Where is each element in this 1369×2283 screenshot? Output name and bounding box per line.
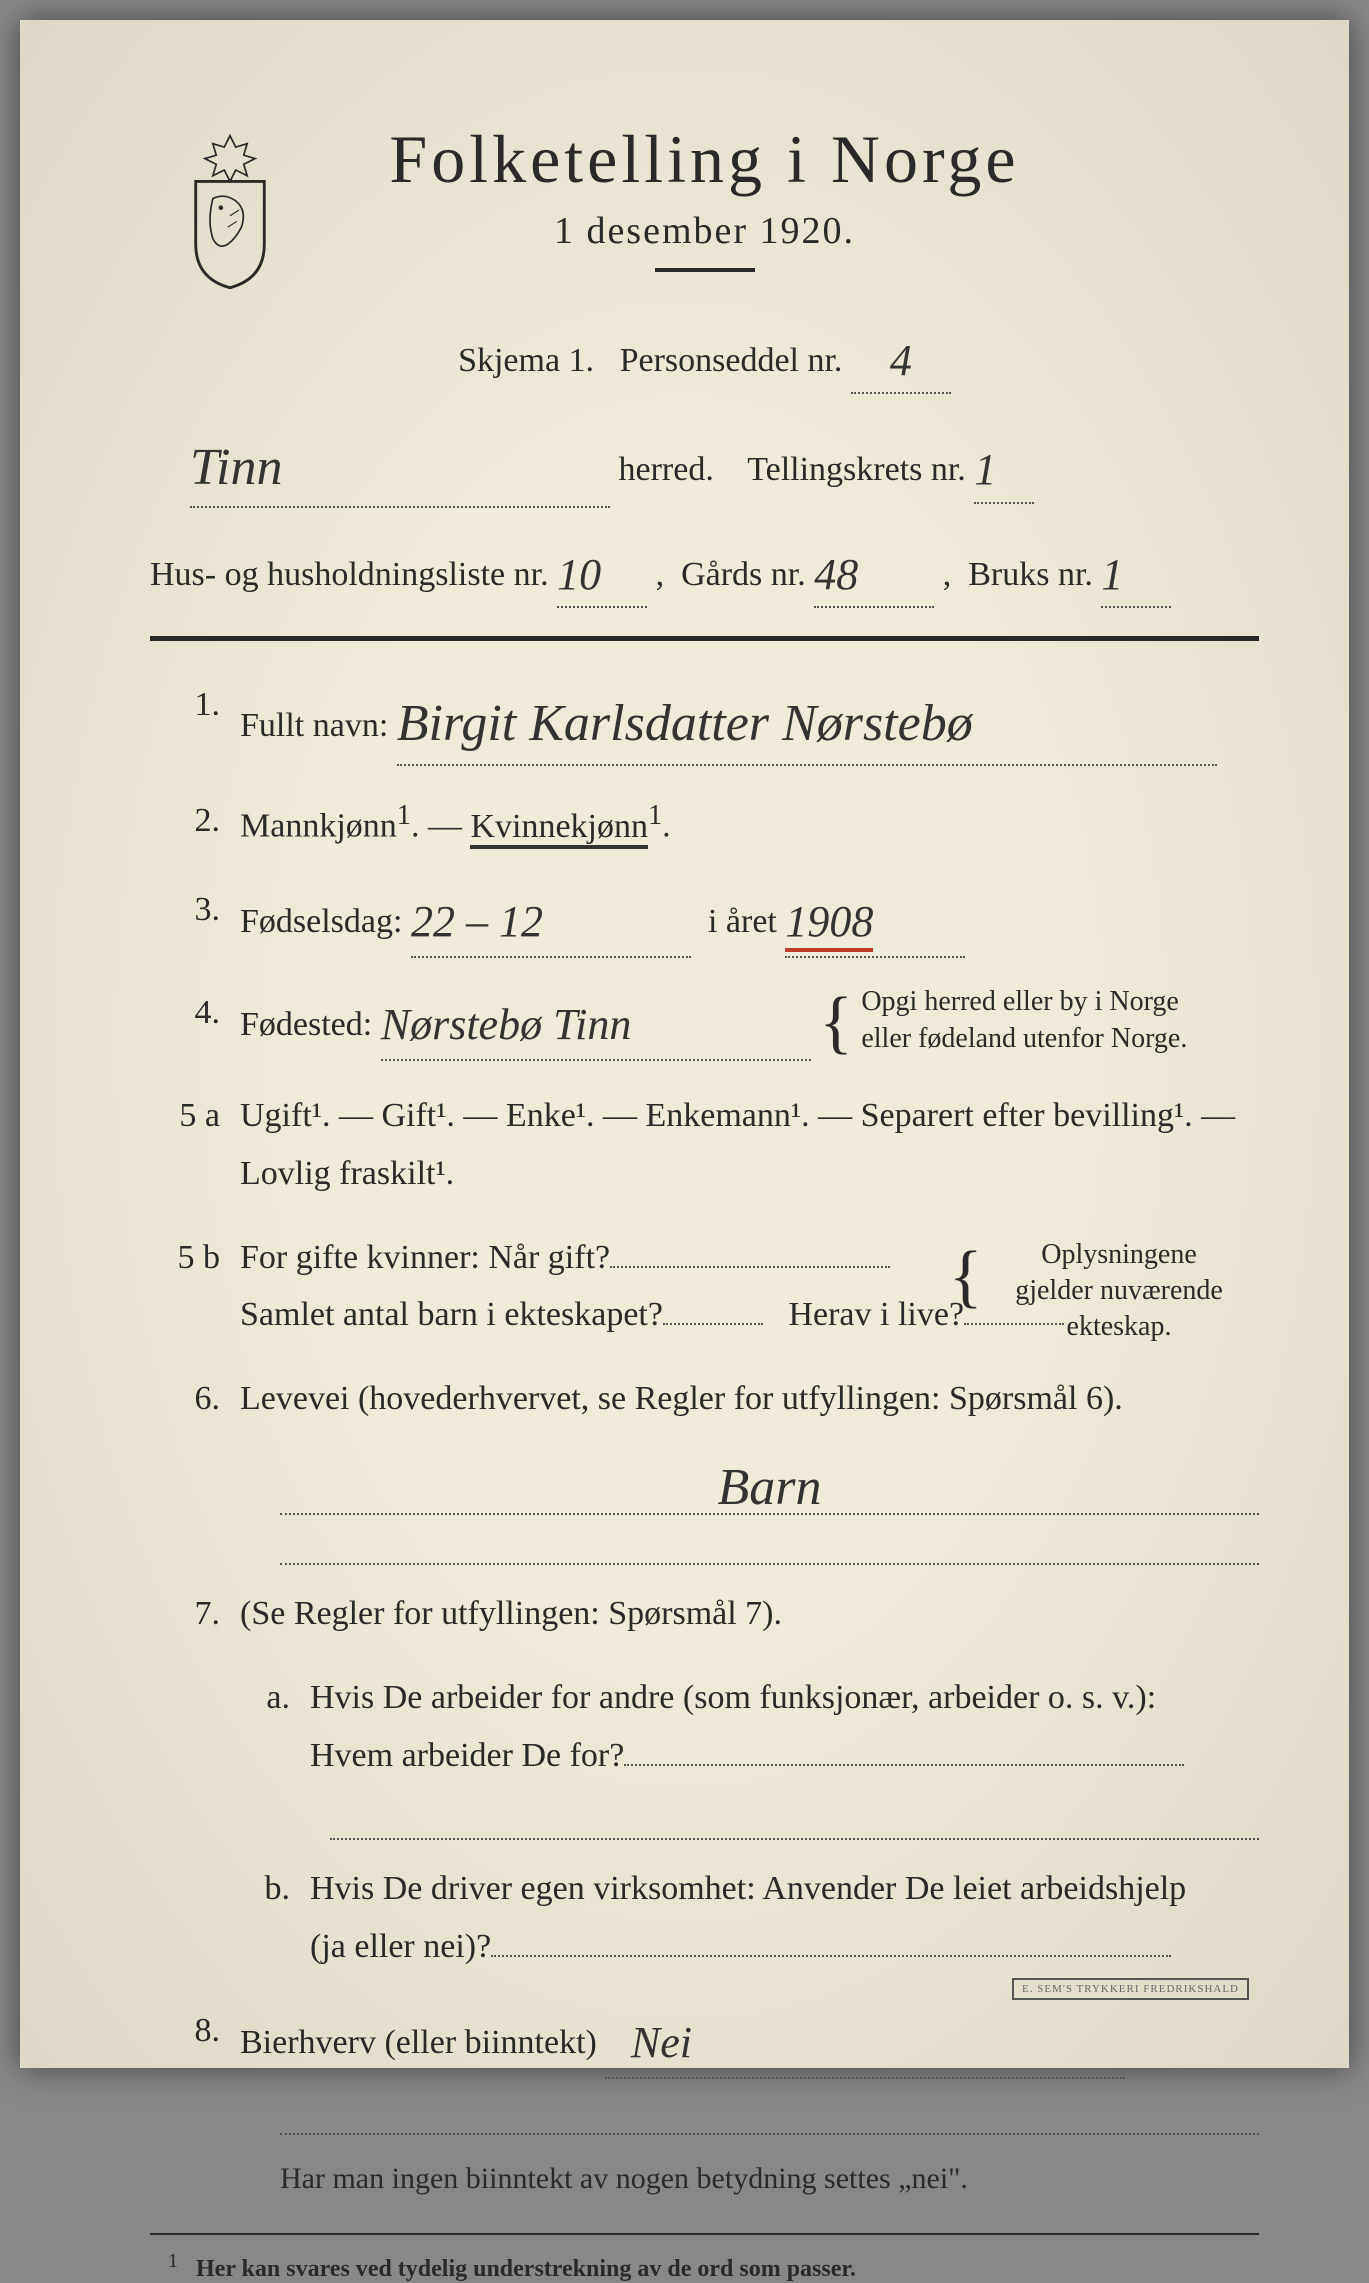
q5b-line2b: Herav i live? [788, 1296, 964, 1333]
herred-line: Tinn herred. Tellingskrets nr. 1 [150, 422, 1259, 507]
q3-year-label: i året [708, 903, 777, 940]
skjema-line: Skjema 1. Personseddel nr. 4 [150, 322, 1259, 394]
coat-of-arms-icon [170, 130, 290, 290]
title-rule [655, 268, 755, 272]
q1-label: Fullt navn: [240, 707, 388, 744]
footnote-rule [150, 2233, 1259, 2235]
q7-num: 7. [150, 1585, 220, 1643]
q2-sup1: 1 [397, 800, 411, 831]
skjema-label: Skjema 1. [458, 342, 594, 379]
q2-num: 2. [150, 792, 220, 855]
census-form-page: Folketelling i Norge 1 desember 1920. Sk… [20, 20, 1349, 2068]
q1-num: 1. [150, 676, 220, 766]
footnote-text: Her kan svares ved tydelig understreknin… [196, 2256, 856, 2282]
q5b-row: 5 b For gifte kvinner: Når gift? Samlet … [150, 1229, 1259, 1345]
husliste-line: Hus- og husholdningsliste nr. 10 , Gårds… [150, 536, 1259, 608]
q5a-num: 5 a [150, 1087, 220, 1203]
q1-row: 1. Fullt navn: Birgit Karlsdatter Nørste… [150, 676, 1259, 766]
q4-num: 4. [150, 984, 220, 1061]
q2-male: Mannkjønn [240, 808, 397, 845]
bottom-note: Har man ingen biinntekt av nogen betydni… [150, 2155, 1259, 2203]
q6-row: 6. Levevei (hovederhvervet, se Regler fo… [150, 1370, 1259, 1428]
q8-label: Bierhverv (eller biinntekt) [240, 2024, 597, 2061]
q7a-line2: Hvem arbeider De for? [310, 1737, 624, 1774]
q5b-side-note: { Oplysningene gjelder nuværende ekteska… [979, 1237, 1259, 1346]
q8-num: 8. [150, 2002, 220, 2079]
gards-label: Gårds nr. [681, 556, 806, 593]
q7a-num: a. [240, 1669, 290, 1785]
q7a-blank-line [330, 1810, 1259, 1840]
q2-female: Kvinnekjønn [470, 808, 648, 849]
q5a-options: Ugift¹. — Gift¹. — Enke¹. — Enkemann¹. —… [240, 1097, 1235, 1134]
q3-year: 1908 [785, 897, 873, 952]
q7b-line1: Hvis De driver egen virksomhet: Anvender… [310, 1870, 1186, 1907]
q5b-line2a: Samlet antal barn i ekteskapet? [240, 1296, 663, 1333]
q7a-line1: Hvis De arbeider for andre (som funksjon… [310, 1679, 1156, 1716]
herred-value: Tinn [190, 439, 283, 496]
personseddel-label: Personseddel nr. [620, 342, 843, 379]
form-header: Folketelling i Norge 1 desember 1920. [150, 120, 1259, 272]
form-date: 1 desember 1920. [150, 209, 1259, 253]
q1-value: Birgit Karlsdatter Nørstebø [397, 695, 973, 752]
brace-icon: { [819, 984, 853, 1061]
bruks-label: Bruks nr. [968, 556, 1093, 593]
q3-num: 3. [150, 881, 220, 958]
herred-label: herred. [619, 451, 714, 488]
printer-mark: E. SEM'S TRYKKERI FREDRIKSHALD [1012, 1978, 1249, 2000]
q5a-options2: Lovlig fraskilt¹. [240, 1155, 454, 1192]
q5a-row: 5 a Ugift¹. — Gift¹. — Enke¹. — Enkemann… [150, 1087, 1259, 1203]
q6-value: Barn [718, 1459, 822, 1516]
q8-value: Nei [631, 2018, 692, 2067]
tellingskrets-nr: 1 [974, 445, 996, 494]
form-title: Folketelling i Norge [150, 120, 1259, 199]
q5b-num: 5 b [150, 1229, 220, 1345]
q4-row: 4. Fødested: Nørstebø Tinn { Opgi herred… [150, 984, 1259, 1061]
personseddel-nr: 4 [890, 336, 912, 385]
q3-day: 22 – 12 [411, 897, 543, 946]
q7-label: (Se Regler for utfyllingen: Spørsmål 7). [240, 1595, 782, 1632]
bruks-nr: 1 [1101, 550, 1123, 599]
q6-label: Levevei (hovederhvervet, se Regler for u… [240, 1380, 1123, 1417]
q7-row: 7. (Se Regler for utfyllingen: Spørsmål … [150, 1585, 1259, 1643]
q4-value: Nørstebø Tinn [381, 1000, 632, 1049]
husliste-nr: 10 [557, 550, 601, 599]
q2-row: 2. Mannkjønn1. — Kvinnekjønn1. [150, 792, 1259, 855]
q7a-row: a. Hvis De arbeider for andre (som funks… [150, 1669, 1259, 1785]
q3-row: 3. Fødselsdag: 22 – 12 i året 1908 [150, 881, 1259, 958]
q2-sup2: 1 [648, 800, 662, 831]
q3-label: Fødselsdag: [240, 903, 402, 940]
header-rule [150, 636, 1259, 641]
q5b-line1: For gifte kvinner: Når gift? [240, 1239, 610, 1276]
q8-row: 8. Bierhverv (eller biinntekt) Nei [150, 2002, 1259, 2079]
q7b-line2: (ja eller nei)? [310, 1928, 491, 1965]
husliste-label: Hus- og husholdningsliste nr. [150, 556, 549, 593]
tellingskrets-label: Tellingskrets nr. [747, 451, 966, 488]
gards-nr: 48 [814, 550, 858, 599]
footnote: 1 Her kan svares ved tydelig understrekn… [150, 2250, 1259, 2283]
q4-note: Opgi herred eller by i Norge eller fødel… [861, 984, 1187, 1057]
q4-label: Fødested: [240, 1006, 372, 1043]
q6-answer-line: Barn [280, 1454, 1259, 1515]
q6-num: 6. [150, 1370, 220, 1428]
q7b-num: b. [240, 1860, 290, 1976]
q8-blank-line [280, 2105, 1259, 2135]
q7b-row: b. Hvis De driver egen virksomhet: Anven… [150, 1860, 1259, 1976]
q6-blank-line [280, 1535, 1259, 1565]
